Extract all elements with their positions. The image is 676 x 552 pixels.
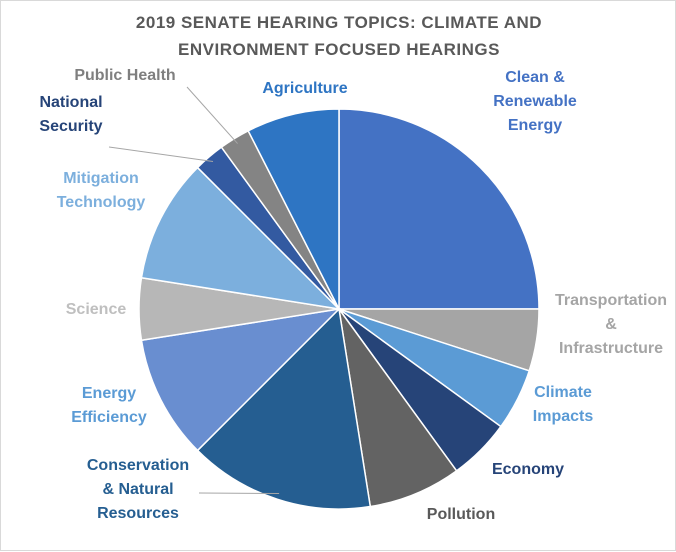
- slice-label-agriculture: Agriculture: [262, 80, 347, 97]
- pie-slice-mitigation-technology: [140, 166, 342, 311]
- slice-label-transportation-infrastructure: Transportation & Infrastructure: [555, 292, 667, 357]
- slice-labels: Clean & Renewable Energy Transportation & Inf…: [39, 67, 667, 523]
- slice-label-economy: Economy: [492, 461, 564, 478]
- pie-slice-conservation-natural-resources: [196, 307, 372, 510]
- leader-line-conservation-natural-resources: [198, 492, 280, 494]
- slice-label-clean-renewable-energy: Clean & Renewable Energy: [493, 69, 577, 134]
- chart-title-line-1: 2019 SENATE HEARING TOPICS: CLIMATE AND: [136, 13, 542, 32]
- slice-label-climate-impacts: Climate Impacts: [533, 384, 594, 425]
- slice-label-science: Science: [66, 301, 127, 318]
- slice-label-pollution: Pollution: [427, 506, 495, 523]
- slice-label-public-health: Public Health: [74, 67, 175, 84]
- leader-line-national-security: [108, 146, 214, 162]
- pie-slice-energy-efficiency: [140, 307, 342, 452]
- pie-slice-agriculture: [247, 108, 340, 310]
- pie-slice-clean-renewable-energy: [338, 108, 540, 310]
- slice-label-national-security: National Security: [39, 94, 102, 135]
- pie-slices: [138, 108, 540, 510]
- slice-label-energy-efficiency: Energy Efficiency: [71, 385, 147, 426]
- slice-label-conservation-natural-resources: Conservation & Natural Resources: [87, 457, 189, 522]
- leader-lines: [108, 86, 280, 494]
- chart-title-line-2: ENVIRONMENT FOCUSED HEARINGS: [178, 40, 500, 59]
- slice-label-mitigation-technology: Mitigation Technology: [57, 170, 146, 211]
- leader-line-public-health: [186, 86, 238, 144]
